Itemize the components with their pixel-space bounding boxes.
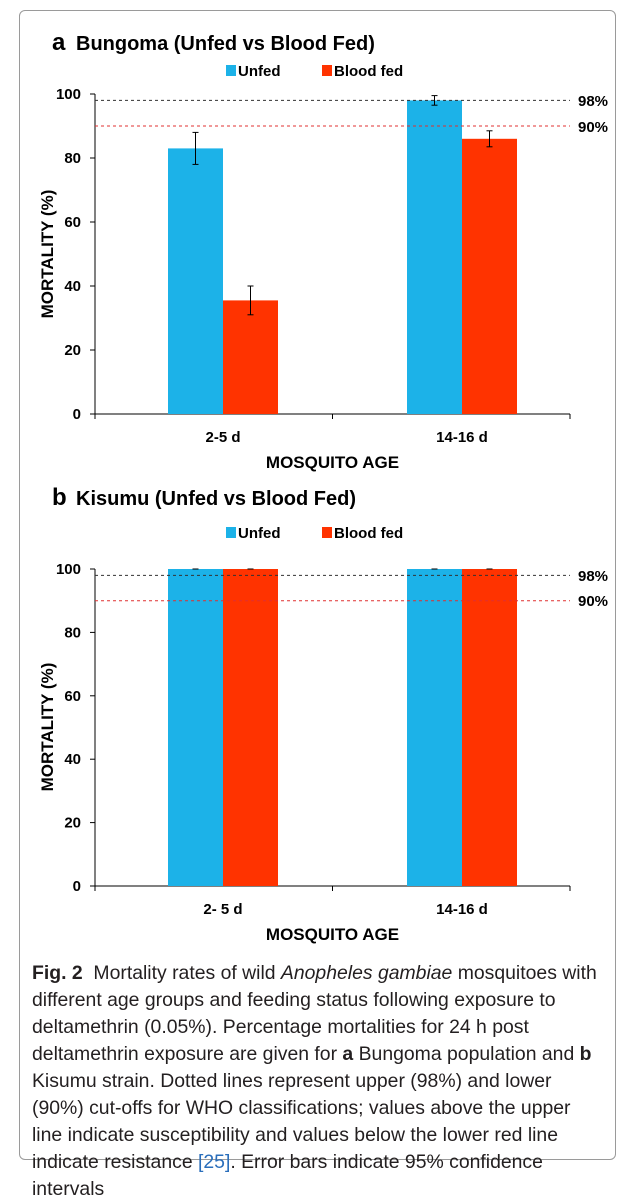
panel-b-legend-label-0: Unfed bbox=[238, 525, 281, 542]
panel-b-x-axis-title: MOSQUITO AGE bbox=[266, 925, 399, 944]
panel-b-y-tick-label-5: 100 bbox=[56, 561, 81, 578]
panel-a-ref-label-1: 90% bbox=[578, 119, 608, 136]
caption-reference-link[interactable]: [25] bbox=[198, 1151, 231, 1173]
panel-a-legend-label-0: Unfed bbox=[238, 63, 281, 80]
panel-b-x-category-label-0: 2- 5 d bbox=[203, 901, 242, 918]
panel-a-legend-swatch-0 bbox=[226, 65, 236, 76]
caption-fig-label: Fig. 2 bbox=[32, 962, 83, 984]
panel-a-letter: a bbox=[52, 29, 66, 56]
panel-b-bar-1-0 bbox=[223, 569, 278, 886]
caption-text-2: mosquitoes with different age groups and… bbox=[32, 962, 597, 1065]
panel-a-ref-label-0: 98% bbox=[578, 93, 608, 110]
panel-b-bar-1-1 bbox=[462, 569, 517, 886]
panel-a-bar-0-0 bbox=[168, 148, 223, 414]
panel-a-y-tick-label-5: 100 bbox=[56, 86, 81, 103]
caption-text-4: Kisumu strain. Dotted lines represent up… bbox=[32, 1070, 571, 1173]
panel-b-ref-label-1: 90% bbox=[578, 593, 608, 610]
panel-a-title: Bungoma (Unfed vs Blood Fed) bbox=[76, 33, 375, 55]
panel-a-x-category-label-1: 14-16 d bbox=[436, 429, 488, 446]
panel-a-legend-label-1: Blood fed bbox=[334, 63, 403, 80]
panel-a-y-tick-label-1: 20 bbox=[64, 342, 81, 359]
panel-a-x-axis-title: MOSQUITO AGE bbox=[266, 453, 399, 472]
panel-b-letter: b bbox=[52, 484, 67, 511]
panel-b-y-tick-label-2: 40 bbox=[64, 751, 81, 768]
panel-a-y-axis-title: MORTALITY (%) bbox=[38, 190, 57, 319]
panel-b-x-category-label-1: 14-16 d bbox=[436, 901, 488, 918]
caption-panel-a: a bbox=[342, 1043, 354, 1065]
caption-panel-b: b bbox=[579, 1043, 592, 1065]
panel-a-y-tick-label-3: 60 bbox=[64, 214, 81, 231]
panel-a-y-tick-label-4: 80 bbox=[64, 150, 81, 167]
panel-b-legend-swatch-1 bbox=[322, 527, 332, 538]
caption-text-3: Bungoma population and bbox=[353, 1043, 580, 1065]
figure-frame bbox=[19, 10, 616, 1160]
caption-species: Anopheles gambiae bbox=[280, 962, 453, 984]
figure-caption: Fig. 2 Mortality rates of wild Anopheles… bbox=[32, 960, 602, 1203]
panel-a-x-category-label-0: 2-5 d bbox=[205, 429, 240, 446]
panel-b-bar-0-1 bbox=[407, 569, 462, 886]
panel-a-legend-swatch-1 bbox=[322, 65, 332, 76]
panel-b-title: Kisumu (Unfed vs Blood Fed) bbox=[76, 488, 356, 510]
panel-b-ref-label-0: 98% bbox=[578, 568, 608, 585]
panel-b-y-axis-title: MORTALITY (%) bbox=[38, 663, 57, 792]
panel-a-bar-0-1 bbox=[407, 100, 462, 415]
panel-b-bar-0-0 bbox=[168, 569, 223, 886]
caption-text-1: Mortality rates of wild bbox=[93, 962, 281, 984]
figure-charts: a Bungoma (Unfed vs Blood Fed) Unfed Blood … bbox=[38, 29, 608, 944]
panel-b-y-tick-label-0: 0 bbox=[73, 878, 81, 895]
panel-a-bar-1-1 bbox=[462, 138, 517, 415]
panel-b-y-tick-label-4: 80 bbox=[64, 624, 81, 641]
panel-a-bar-1-0 bbox=[223, 300, 278, 414]
panel-a-y-tick-label-2: 40 bbox=[64, 278, 81, 295]
panel-b-y-tick-label-1: 20 bbox=[64, 815, 81, 832]
panel-b-legend-swatch-0 bbox=[226, 527, 236, 538]
panel-b-legend-label-1: Blood fed bbox=[334, 525, 403, 542]
panel-a-y-tick-label-0: 0 bbox=[73, 406, 81, 423]
panel-b-y-tick-label-3: 60 bbox=[64, 688, 81, 705]
